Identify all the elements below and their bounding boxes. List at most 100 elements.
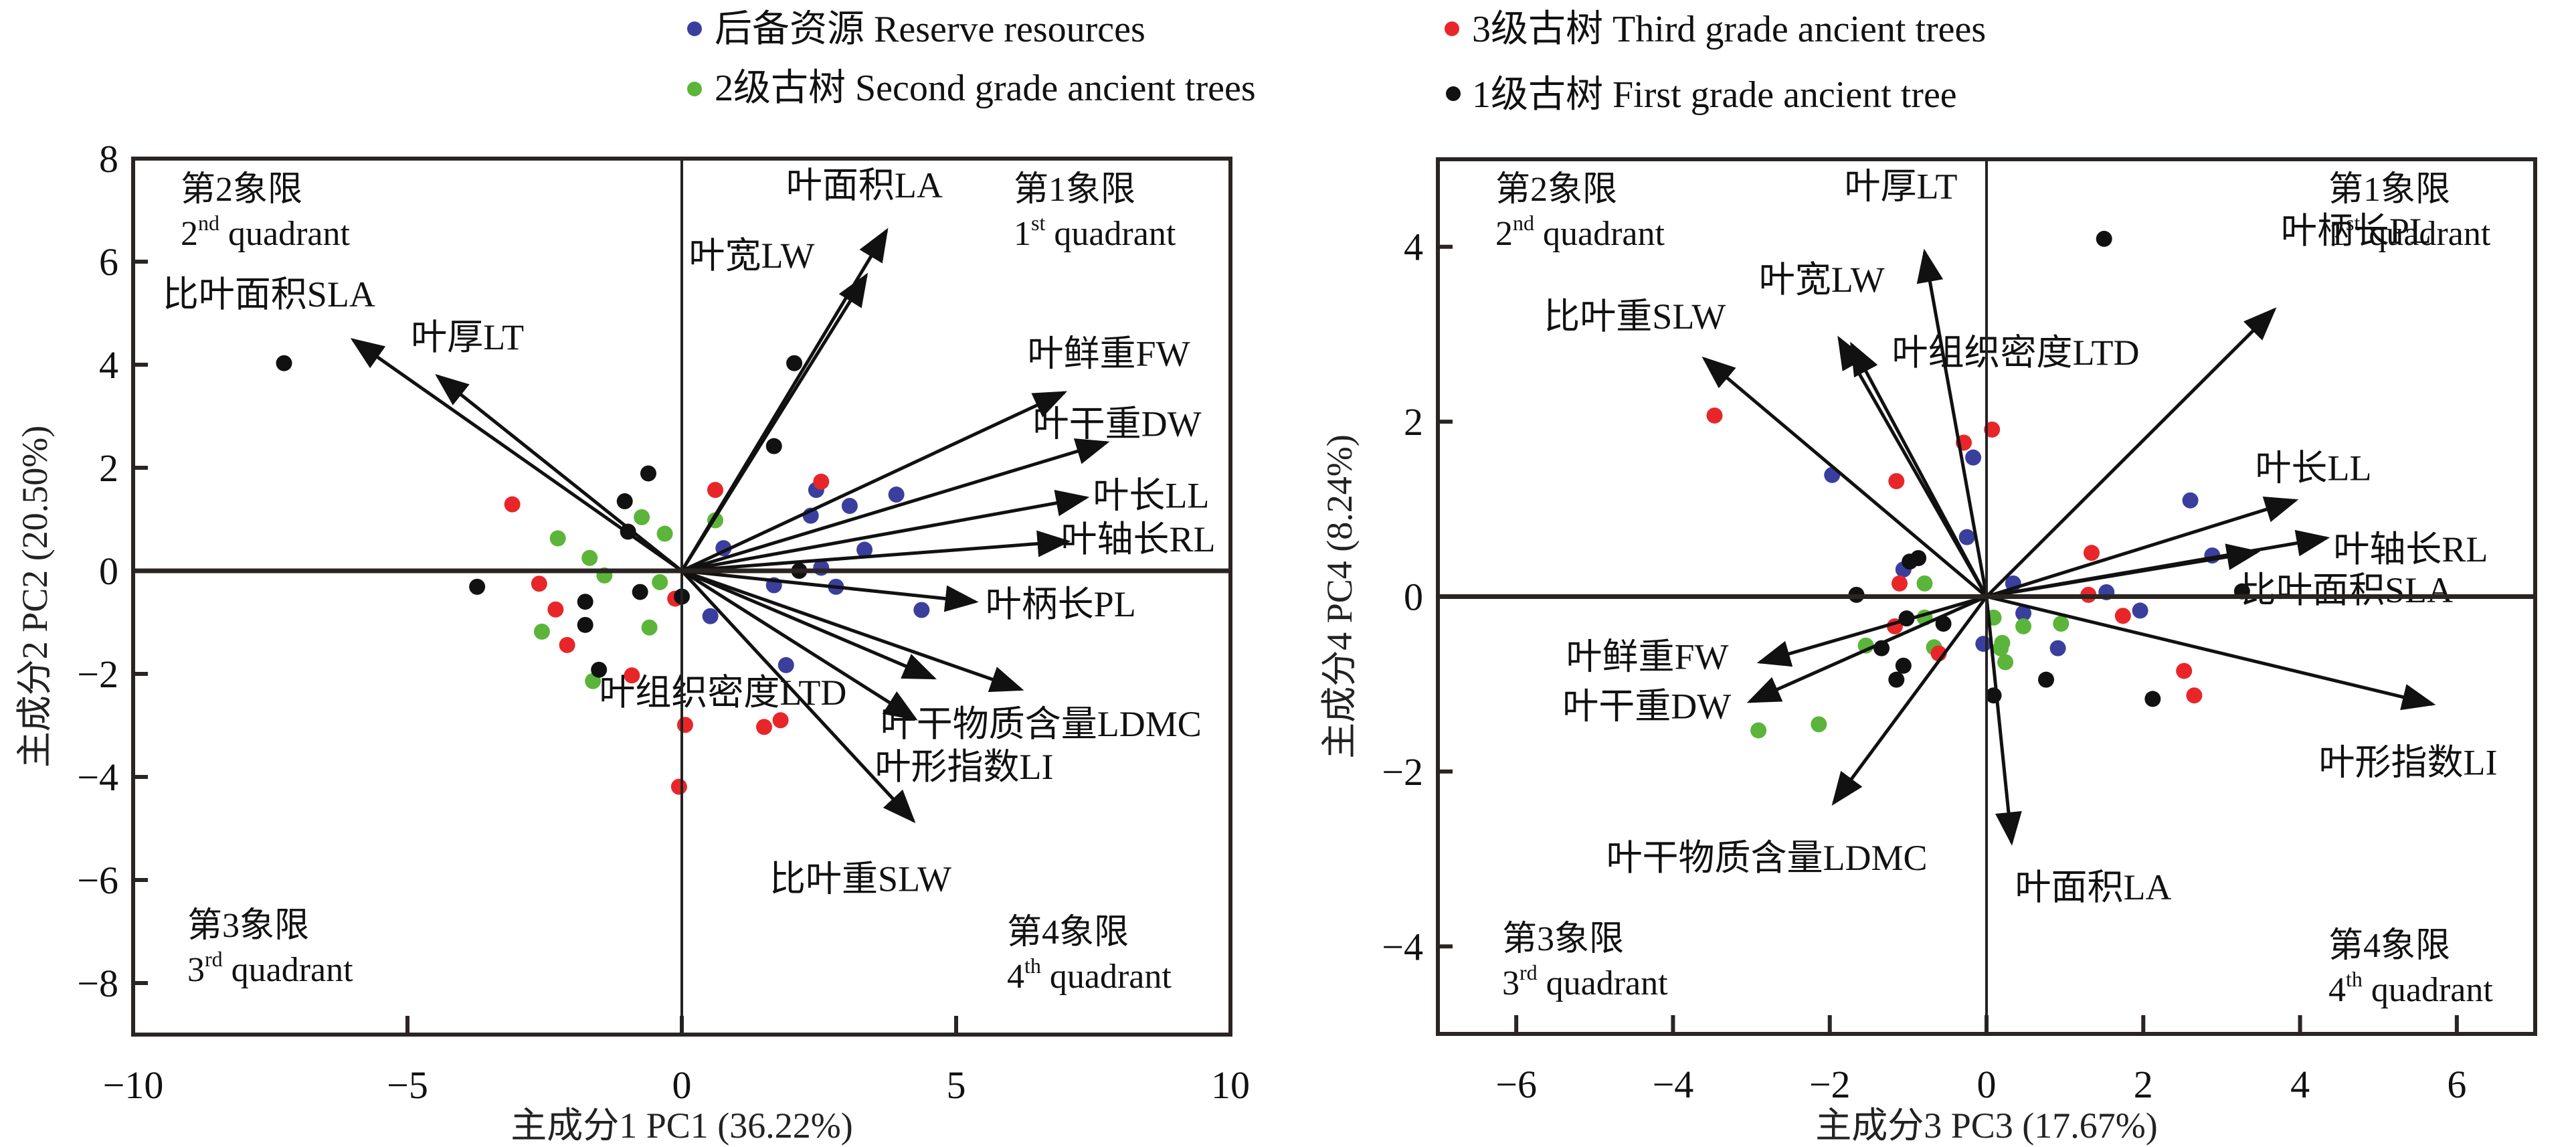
data-point-third bbox=[559, 636, 575, 653]
quadrant-cn: 第2象限 bbox=[1495, 171, 1617, 209]
vector-label: 叶干重DW bbox=[1033, 404, 1202, 444]
x-tick-label: 6 bbox=[2447, 1063, 2466, 1106]
data-point-first bbox=[1935, 616, 1952, 632]
data-point-reserve bbox=[913, 602, 930, 618]
legend-marker-reserve bbox=[687, 21, 702, 36]
data-point-reserve bbox=[2015, 605, 2032, 622]
vector-label: 叶厚LT bbox=[411, 317, 524, 357]
loading-vector bbox=[1701, 356, 1988, 598]
x-tick-label: 4 bbox=[2290, 1063, 2310, 1106]
plot-frame bbox=[1436, 157, 2537, 1036]
legend-item-second: 2级古树 Second grade ancient trees bbox=[687, 68, 1256, 109]
vector-label: 叶宽LW bbox=[1759, 260, 1885, 300]
data-point-third bbox=[676, 717, 693, 733]
data-point-third bbox=[531, 576, 547, 592]
loading-vector bbox=[1985, 596, 2022, 846]
x-tick-label: 5 bbox=[947, 1063, 966, 1107]
vector-label: 叶厚LT bbox=[1844, 167, 1957, 207]
x-axis-title: 主成分3 PC3 (17.67%) bbox=[1815, 1106, 2158, 1146]
data-point-second bbox=[634, 509, 650, 525]
data-point-second bbox=[656, 525, 673, 542]
data-point-third bbox=[756, 719, 772, 735]
quadrant-en: 1st quadrant bbox=[2328, 211, 2491, 253]
data-point-first bbox=[1985, 687, 2002, 704]
x-axis-title: 主成分1 PC1 (36.22%) bbox=[511, 1106, 853, 1146]
quadrant-en: 1st quadrant bbox=[1014, 211, 1176, 253]
y-tick-label: 4 bbox=[99, 343, 118, 387]
data-point-second bbox=[1993, 640, 2009, 656]
loading-vector bbox=[680, 569, 916, 824]
legend-label-first: 1级古树 First grade ancient tree bbox=[1472, 74, 1957, 116]
plot-frame bbox=[131, 157, 1232, 1037]
quadrant-en: 2nd quadrant bbox=[1495, 211, 1665, 253]
quadrant-cn: 第1象限 bbox=[2328, 171, 2450, 209]
data-point-first bbox=[2144, 691, 2161, 707]
vector-label: 比叶重SLW bbox=[1544, 296, 1726, 337]
vector-label: 叶鲜重FW bbox=[1566, 637, 1728, 677]
data-point-reserve bbox=[1958, 529, 1975, 545]
vector-label: 叶宽LW bbox=[689, 236, 815, 276]
data-point-first bbox=[469, 578, 486, 595]
data-point-third bbox=[2114, 608, 2131, 624]
zero-axes bbox=[1438, 159, 2535, 1034]
data-point-reserve bbox=[1975, 636, 1992, 652]
y-tick-label: −4 bbox=[1382, 925, 1423, 968]
y-tick-label: −4 bbox=[77, 756, 118, 799]
data-point-third bbox=[1888, 472, 1905, 489]
data-point-reserve bbox=[702, 608, 719, 624]
loading-vector bbox=[680, 391, 1068, 573]
data-point-reserve bbox=[888, 487, 905, 503]
data-point-second bbox=[1916, 575, 1933, 592]
legend-item-reserve: 后备资源 Reserve resources bbox=[687, 9, 1145, 50]
data-points bbox=[1706, 230, 2250, 739]
axis-ticks: −10 −5 0 5 10 −8 −6 −4 −2 0 2 4 6 8 bbox=[77, 137, 1250, 1107]
y-tick-label: 2 bbox=[99, 446, 118, 490]
loading-vector bbox=[1985, 307, 2277, 598]
y-axis-title: 主成分4 PC4 (8.24%) bbox=[1319, 434, 1360, 759]
legend-marker-second bbox=[687, 82, 702, 96]
data-point-first bbox=[577, 616, 593, 633]
data-point-second bbox=[2053, 616, 2069, 632]
loading-vector bbox=[1831, 596, 1989, 806]
y-tick-label: 0 bbox=[99, 549, 118, 593]
data-point-first bbox=[765, 438, 782, 454]
data-point-reserve bbox=[2132, 602, 2148, 619]
y-tick-label: −6 bbox=[77, 859, 118, 902]
vector-label: 叶轴长RL bbox=[1061, 519, 1215, 559]
data-point-third bbox=[1984, 421, 2001, 438]
quadrant-cn: 第4象限 bbox=[2328, 927, 2450, 965]
y-axis-title: 主成分2 PC2 (20.50%) bbox=[15, 426, 55, 768]
quadrant-cn: 第2象限 bbox=[181, 171, 302, 209]
quadrant-en: 4th quadrant bbox=[2328, 967, 2493, 1009]
quadrant-cn: 第3象限 bbox=[187, 907, 309, 945]
vector-label: 叶长LL bbox=[2256, 448, 2372, 489]
data-point-reserve bbox=[2182, 492, 2199, 509]
data-point-second bbox=[1997, 654, 2014, 671]
data-point-third bbox=[2186, 687, 2203, 704]
x-tick-label: −10 bbox=[103, 1063, 164, 1107]
data-point-reserve bbox=[856, 541, 873, 558]
legend-marker-first bbox=[1446, 86, 1461, 101]
data-point-third bbox=[813, 473, 830, 490]
data-point-second bbox=[652, 574, 668, 590]
data-point-first bbox=[591, 661, 608, 678]
data-point-third bbox=[1891, 575, 1908, 592]
quadrant-cn: 第3象限 bbox=[1502, 920, 1624, 958]
y-tick-label: 4 bbox=[1404, 226, 1423, 269]
vector-label: 比叶面积SLA bbox=[2240, 570, 2453, 610]
data-point-third bbox=[547, 601, 564, 618]
quadrant-en: 3rd quadrant bbox=[187, 947, 353, 989]
data-point-third bbox=[2083, 545, 2100, 561]
data-point-first bbox=[632, 584, 648, 600]
data-point-second bbox=[2015, 618, 2032, 634]
loading-vector bbox=[1986, 595, 2436, 711]
